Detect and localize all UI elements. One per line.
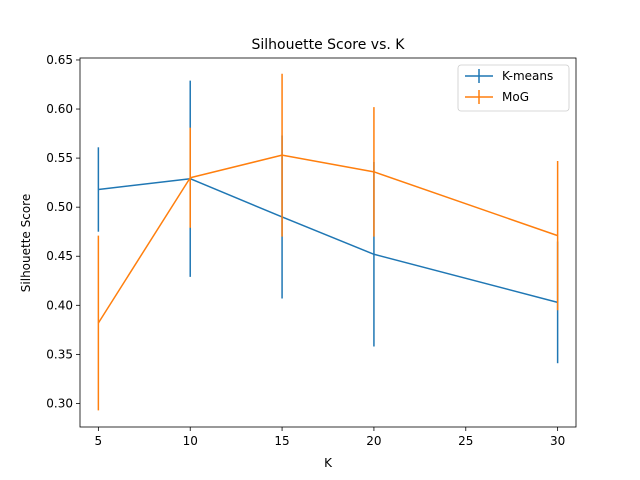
legend-item-mog: MoG bbox=[465, 90, 529, 104]
plot-area: 5 10 15 20 25 30 0.30 0.35 0.40 0.45 0.50 0.55 0.60 0… bbox=[46, 53, 577, 448]
legend-label: MoG bbox=[502, 90, 529, 104]
x-tick-label: 15 bbox=[274, 434, 289, 448]
x-tick-label: 20 bbox=[366, 434, 381, 448]
x-axis-label: K bbox=[324, 456, 333, 470]
x-tick-label: 5 bbox=[95, 434, 103, 448]
y-tick-label: 0.40 bbox=[46, 298, 73, 312]
legend: K-means MoG bbox=[457, 64, 570, 112]
y-tick-label: 0.65 bbox=[46, 53, 73, 67]
series-line bbox=[97, 154, 558, 324]
y-tick-label: 0.55 bbox=[46, 151, 73, 165]
x-tick-label: 10 bbox=[183, 434, 198, 448]
y-tick-label: 0.60 bbox=[46, 102, 73, 116]
plot-frame bbox=[79, 57, 577, 428]
legend-label: K-means bbox=[502, 69, 553, 83]
y-tick-label: 0.30 bbox=[46, 396, 73, 410]
legend-item-k-means: K-means bbox=[465, 69, 553, 83]
x-tick-label: 25 bbox=[458, 434, 473, 448]
series-mog bbox=[97, 73, 559, 411]
series-k-means bbox=[97, 80, 559, 364]
x-tick-label: 30 bbox=[550, 434, 565, 448]
series-line bbox=[98, 177, 558, 304]
y-axis-label: Silhouette Score bbox=[19, 194, 33, 292]
y-tick-label: 0.50 bbox=[46, 200, 73, 214]
y-tick-label: 0.45 bbox=[46, 249, 73, 263]
chart-title: Silhouette Score vs. K bbox=[252, 37, 406, 53]
y-tick-label: 0.35 bbox=[46, 347, 73, 361]
